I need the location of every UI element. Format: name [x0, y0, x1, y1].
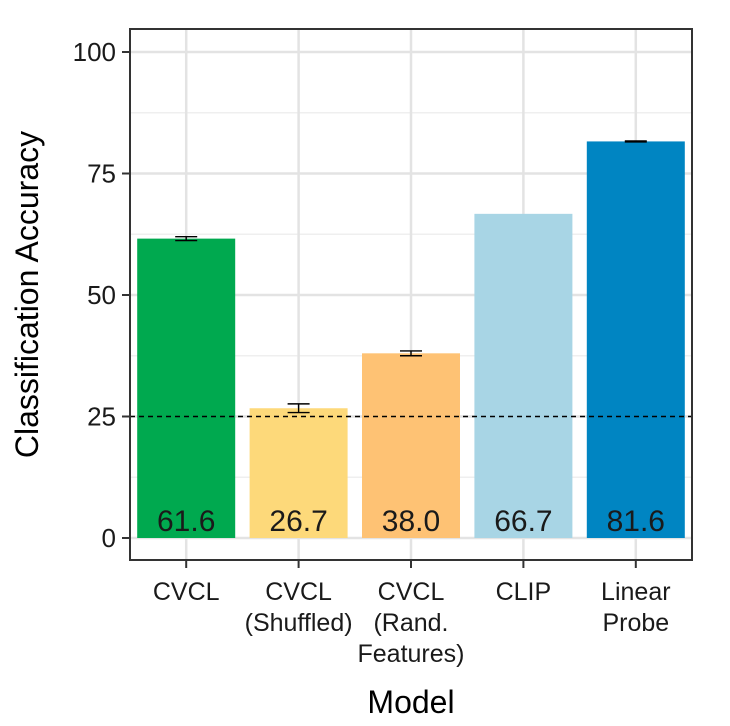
x-category-label: (Rand.	[373, 609, 448, 637]
bar-value-label: 38.0	[382, 505, 440, 538]
y-tick-label: 100	[73, 37, 116, 67]
error-bar	[175, 235, 198, 242]
bars	[137, 141, 685, 538]
x-axis-title: Model	[367, 684, 454, 720]
x-category-label: CLIP	[496, 578, 552, 606]
y-tick-label: 25	[87, 402, 116, 432]
bar	[137, 238, 236, 538]
y-tick-label: 50	[87, 280, 116, 310]
y-axis: 0 25 50 75 100	[73, 37, 130, 553]
bar	[362, 353, 460, 538]
error-bar	[287, 403, 310, 414]
bar-value-label: 26.7	[269, 505, 327, 538]
y-tick-label: 0	[102, 523, 116, 553]
x-axis: CVCL CVCL (Shuffled) CVCL (Rand. Features) CLI…	[153, 560, 671, 668]
bar	[249, 408, 348, 538]
bar-value-label: 66.7	[494, 505, 552, 538]
bar	[586, 141, 685, 538]
error-bar	[624, 140, 647, 143]
x-category-label: (Shuffled)	[245, 609, 353, 637]
bar-value-label: 81.6	[607, 505, 665, 538]
bar-value-label: 61.6	[157, 505, 215, 538]
bar-value-labels: 61.6 26.7 38.0 66.7 81.6	[157, 505, 665, 538]
error-bars	[175, 140, 647, 414]
bar	[474, 213, 573, 538]
x-category-label: Linear	[601, 578, 671, 606]
x-category-label: CVCL	[265, 578, 332, 606]
x-category-label: Features)	[358, 640, 465, 668]
y-axis-title: Classification Accuracy	[9, 131, 45, 458]
x-category-label: CVCL	[153, 578, 220, 606]
x-category-label: Probe	[602, 609, 669, 637]
error-bar	[400, 350, 422, 357]
x-category-label: CVCL	[378, 578, 445, 606]
y-tick-label: 75	[87, 159, 116, 189]
